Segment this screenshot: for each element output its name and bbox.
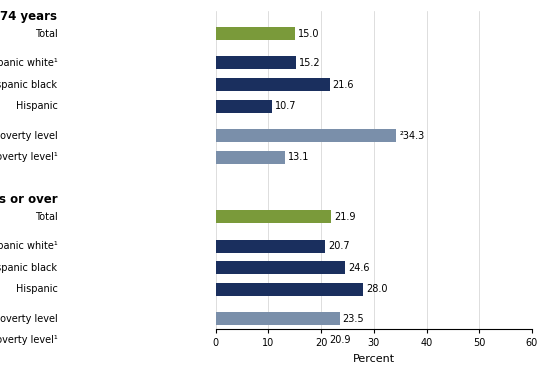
Bar [216, 239, 325, 253]
Bar [216, 283, 363, 296]
Text: Above 100% of federal poverty level¹: Above 100% of federal poverty level¹ [0, 152, 58, 162]
Text: 23.5: 23.5 [343, 314, 365, 324]
Text: 20.7: 20.7 [328, 241, 349, 251]
Text: Non-Hispanic black: Non-Hispanic black [0, 80, 58, 90]
Text: ²34.3: ²34.3 [400, 131, 425, 141]
X-axis label: Percent: Percent [353, 354, 395, 364]
Text: Below 100% of federal poverty level: Below 100% of federal poverty level [0, 131, 58, 141]
Text: 21.6: 21.6 [333, 80, 354, 90]
Text: Below 100% of federal poverty level: Below 100% of federal poverty level [0, 314, 58, 324]
Bar [216, 56, 296, 70]
Text: Total: Total [35, 29, 58, 39]
Text: 15.2: 15.2 [299, 58, 320, 68]
Text: 20.9: 20.9 [329, 335, 351, 345]
Bar [216, 78, 329, 91]
Bar [216, 100, 272, 113]
Text: Hispanic: Hispanic [16, 101, 58, 111]
Bar [216, 151, 284, 164]
Bar [216, 261, 346, 274]
Text: 21.9: 21.9 [334, 212, 356, 222]
Text: Total: Total [35, 212, 58, 222]
Text: 75 years or over: 75 years or over [0, 193, 58, 206]
Bar [216, 312, 339, 325]
Text: 13.1: 13.1 [288, 152, 309, 162]
Text: 28.0: 28.0 [366, 284, 388, 294]
Bar [216, 27, 295, 40]
Bar [216, 210, 331, 223]
Text: Above 100% of federal poverty level¹: Above 100% of federal poverty level¹ [0, 335, 58, 345]
Text: 24.6: 24.6 [348, 263, 370, 273]
Text: Ages 65–74 years: Ages 65–74 years [0, 10, 58, 23]
Bar [216, 129, 396, 142]
Text: Hispanic: Hispanic [16, 284, 58, 294]
Bar [216, 334, 326, 347]
Text: 10.7: 10.7 [275, 101, 297, 111]
Text: Non-Hispanic white¹: Non-Hispanic white¹ [0, 58, 58, 68]
Text: Non-Hispanic white¹: Non-Hispanic white¹ [0, 241, 58, 251]
Text: 15.0: 15.0 [298, 29, 319, 39]
Text: Non-Hispanic black: Non-Hispanic black [0, 263, 58, 273]
